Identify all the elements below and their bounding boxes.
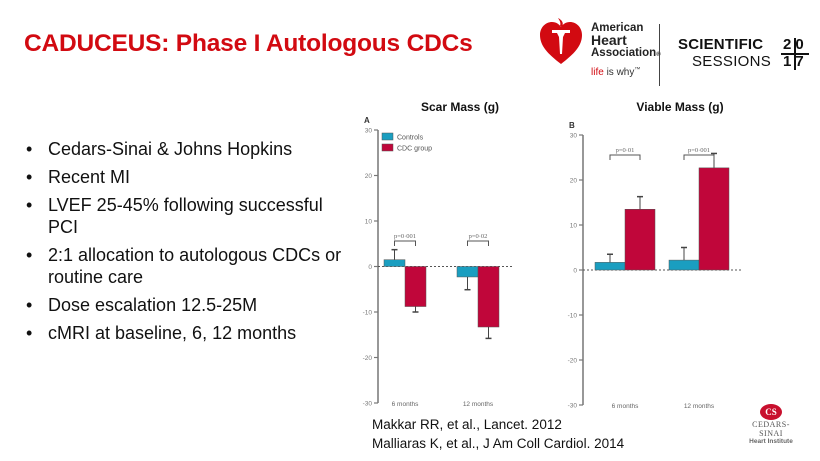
- y-tick-label: 10: [570, 223, 578, 230]
- legend-label: CDC group: [397, 146, 432, 153]
- y-tick-label: 20: [365, 173, 373, 180]
- cedars-sub: Heart Institute: [749, 438, 793, 445]
- cedars-name: CEDARS-SINAI: [752, 420, 790, 438]
- sessions-line1: SCIENTIFIC: [678, 36, 764, 53]
- bullet-list: • Cedars-Sinai & Johns Hopkins • Recent MI…: [26, 138, 356, 350]
- y-tick-label: -30: [568, 403, 578, 410]
- p-value-bracket: [683, 154, 715, 160]
- cedars-monogram-icon: CS: [760, 404, 782, 420]
- year-digit: 0: [795, 36, 804, 53]
- y-tick-label: 30: [570, 133, 578, 140]
- y-tick-label: -20: [363, 355, 373, 362]
- bullet-item: • 2:1 allocation to autologous CDCs or ro…: [26, 244, 356, 288]
- legend-swatch: [381, 143, 394, 152]
- bullet-text: LVEF 25-45% following successful PCI: [48, 195, 323, 237]
- trademark: ™: [634, 67, 641, 73]
- bar: [383, 259, 406, 267]
- x-tick-label: 6 months: [612, 403, 639, 410]
- aha-logo: American Heart Association® life is why™…: [538, 14, 818, 86]
- chart-title: Viable Mass (g): [636, 100, 723, 114]
- bullet-text: 2:1 allocation to autologous CDCs or rou…: [48, 245, 342, 287]
- bullet-dot: •: [26, 245, 33, 265]
- p-value-label: p=0·01: [616, 147, 635, 154]
- bar: [456, 266, 479, 278]
- y-tick-label: -10: [568, 313, 578, 320]
- y-tick-label: 0: [368, 264, 372, 271]
- legend-swatch: [381, 132, 394, 141]
- y-tick-label: -30: [363, 401, 373, 408]
- panel-label: A: [364, 116, 370, 125]
- p-value-label: p=0·001: [688, 147, 710, 154]
- y-tick-label: -10: [363, 310, 373, 317]
- scientific-sessions-logo: SCIENTIFIC SESSIONS: [678, 36, 771, 70]
- aha-line2: Heart: [591, 32, 627, 48]
- year-digit: 2: [783, 36, 792, 53]
- legend-label: Controls: [397, 135, 424, 142]
- bullet-dot: •: [26, 295, 33, 315]
- sessions-line2: SESSIONS: [692, 53, 772, 70]
- tagline-rest: is why: [603, 67, 635, 78]
- p-value-bracket: [394, 240, 416, 246]
- p-value-label: p=0·02: [469, 233, 488, 240]
- bullet-text: Cedars-Sinai & Johns Hopkins: [48, 139, 293, 159]
- bullet-text: cMRI at baseline, 6, 12 months: [48, 323, 297, 343]
- x-tick-label: 12 months: [463, 401, 494, 408]
- tagline-life: life: [591, 67, 604, 78]
- registered-mark: ®: [656, 52, 660, 58]
- y-tick-label: 30: [365, 128, 373, 135]
- bullet-dot: •: [26, 195, 33, 215]
- scar-mass-chart: Scar Mass (g) A 30 20 10 0 -10 -20 -30 p=0·001 6 m…: [363, 100, 513, 408]
- bullet-item: • LVEF 25-45% following successful PCI: [26, 194, 356, 238]
- p-value-bracket: [609, 154, 641, 160]
- bullet-dot: •: [26, 139, 33, 159]
- year-digit: 1: [783, 53, 792, 70]
- bullet-dot: •: [26, 323, 33, 343]
- chart-title: Scar Mass (g): [421, 100, 499, 114]
- aha-tagline: life is why™: [591, 67, 640, 78]
- viable-mass-chart: Viable Mass (g) B 30 20 10 0 -10 -20 -30 p=0·01 6 …: [568, 100, 743, 410]
- panel-label: B: [569, 121, 575, 130]
- bar: [477, 266, 500, 328]
- bar: [668, 259, 700, 271]
- x-tick-label: 6 months: [392, 401, 419, 408]
- bullet-dot: •: [26, 167, 33, 187]
- reference-2: Malliaras K, et al., J Am Coll Cardiol. …: [372, 436, 625, 451]
- bullet-item: • cMRI at baseline, 6, 12 months: [26, 322, 356, 344]
- bar: [698, 167, 730, 271]
- heart-torch-icon: [540, 18, 582, 64]
- cedars-sinai-logo: CS CEDARS-SINAI Heart Institute: [741, 404, 801, 445]
- p-value-bracket: [467, 240, 489, 246]
- bullet-text: Recent MI: [48, 167, 131, 187]
- bar: [404, 266, 427, 307]
- logo-divider: [659, 24, 660, 86]
- bullet-item: • Dose escalation 12.5-25M: [26, 294, 356, 316]
- year-vline: [794, 38, 796, 70]
- y-tick-label: 20: [570, 178, 578, 185]
- y-tick-label: 0: [573, 268, 577, 275]
- bullet-item: • Cedars-Sinai & Johns Hopkins: [26, 138, 356, 160]
- slide-title: CADUCEUS: Phase I Autologous CDCs: [24, 30, 473, 57]
- year-digit: 7: [795, 53, 804, 70]
- reference-1: Makkar RR, et al., Lancet. 2012: [372, 417, 562, 432]
- bullet-text: Dose escalation 12.5-25M: [48, 295, 258, 315]
- y-tick-label: 10: [365, 219, 373, 226]
- y-tick-label: -20: [568, 358, 578, 365]
- aha-wordmark: American Heart Association®: [591, 22, 661, 61]
- bullet-item: • Recent MI: [26, 166, 356, 188]
- x-tick-label: 12 months: [684, 403, 715, 410]
- p-value-label: p=0·001: [394, 233, 416, 240]
- aha-line3: Association: [591, 47, 657, 59]
- bar: [594, 262, 626, 271]
- bar: [624, 209, 656, 271]
- aha-line1: American: [591, 22, 644, 34]
